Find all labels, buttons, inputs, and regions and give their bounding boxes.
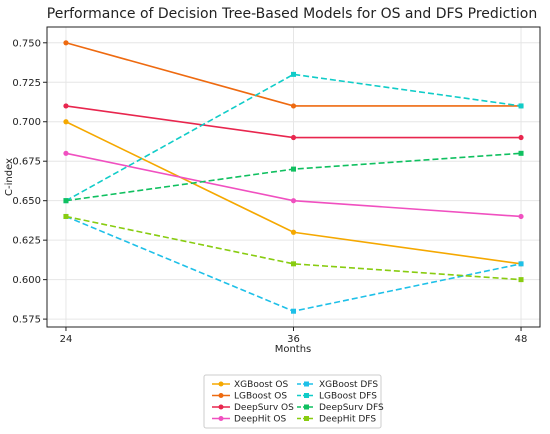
legend-label: DeepHit DFS xyxy=(319,415,376,425)
legend-marker xyxy=(218,404,224,410)
legend-item-deepsurv-dfs: DeepSurv DFS xyxy=(297,403,384,413)
legend-item-lgboost-os: LGBoost OS xyxy=(212,392,287,402)
x-axis: 24 36 48 xyxy=(60,327,528,345)
legend-marker xyxy=(218,381,224,387)
data-point xyxy=(63,213,69,219)
legend-marker xyxy=(304,404,309,410)
legend-item-xgboost-os: XGBoost OS xyxy=(212,380,288,390)
y-tick-label: 0.600 xyxy=(12,275,41,286)
legend-label: XGBoost DFS xyxy=(319,380,378,390)
legend-marker xyxy=(304,416,309,421)
series-deepsurv-dfs xyxy=(63,150,524,204)
legend-marker xyxy=(218,393,224,398)
legend-item-xgboost-dfs: XGBoost DFS xyxy=(297,380,378,390)
y-tick-label: 0.675 xyxy=(12,157,41,168)
series-line-lgboost-dfs xyxy=(65,73,522,202)
data-point xyxy=(290,229,297,235)
y-tick-label: 0.750 xyxy=(12,38,41,49)
legend-box xyxy=(203,374,382,429)
legend-marker xyxy=(304,381,309,387)
x-tick-label: 24 xyxy=(60,334,73,345)
data-point xyxy=(63,198,69,204)
y-axis-label: C-index xyxy=(4,158,15,196)
y-tick-label: 0.725 xyxy=(12,78,41,89)
grid-lines xyxy=(47,27,540,327)
legend-item-deephit-dfs: DeepHit DFS xyxy=(297,415,376,425)
legend-label: LGBoost DFS xyxy=(319,392,377,402)
legend-label: XGBoost OS xyxy=(234,380,288,390)
legend-marker xyxy=(304,393,309,398)
data-point xyxy=(291,308,296,314)
x-tick-label: 36 xyxy=(287,334,300,345)
data-point xyxy=(518,103,524,109)
series-group xyxy=(63,40,524,314)
legend-item-deepsurv-os: DeepSurv OS xyxy=(212,403,294,413)
data-point xyxy=(518,277,524,283)
x-tick-label: 48 xyxy=(515,334,528,345)
data-point xyxy=(518,150,524,156)
series-deephit-dfs xyxy=(63,213,524,283)
x-axis-label: Months xyxy=(275,344,312,355)
chart-title: Performance of Decision Tree-Based Model… xyxy=(47,6,537,22)
data-point xyxy=(291,261,296,267)
data-point xyxy=(518,261,524,267)
data-point xyxy=(291,71,296,77)
legend-item-deephit-os: DeepHit OS xyxy=(212,415,286,425)
series-deepsurv-os xyxy=(63,103,524,141)
data-point xyxy=(290,198,297,204)
data-point xyxy=(63,103,69,109)
legend-label: LGBoost OS xyxy=(234,392,287,402)
data-point xyxy=(63,119,69,125)
legend-item-lgboost-dfs: LGBoost DFS xyxy=(297,392,377,402)
legend-label: DeepHit OS xyxy=(234,415,286,425)
data-point xyxy=(290,103,297,109)
data-point xyxy=(518,213,524,220)
data-point xyxy=(63,40,69,46)
data-point xyxy=(290,134,297,141)
y-tick-label: 0.650 xyxy=(12,196,41,207)
y-tick-label: 0.700 xyxy=(12,117,41,128)
legend-label: DeepSurv OS xyxy=(234,403,294,413)
series-line-deephit-dfs xyxy=(65,215,522,281)
y-axis: 0.575 0.600 0.625 0.650 0.675 0.700 0.725 0.750 xyxy=(12,38,47,326)
y-tick-label: 0.575 xyxy=(12,315,41,326)
y-tick-label: 0.625 xyxy=(12,236,41,247)
data-point xyxy=(518,134,524,141)
legend-label: DeepSurv DFS xyxy=(319,403,384,413)
legend-marker xyxy=(218,416,224,421)
series-deephit-os xyxy=(63,150,524,220)
data-point xyxy=(63,150,69,156)
data-point xyxy=(291,166,296,172)
